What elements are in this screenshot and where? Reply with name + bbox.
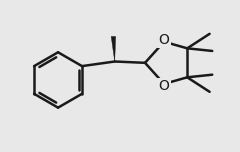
Text: O: O [159, 33, 169, 47]
Text: O: O [159, 79, 169, 93]
Polygon shape [111, 36, 116, 62]
